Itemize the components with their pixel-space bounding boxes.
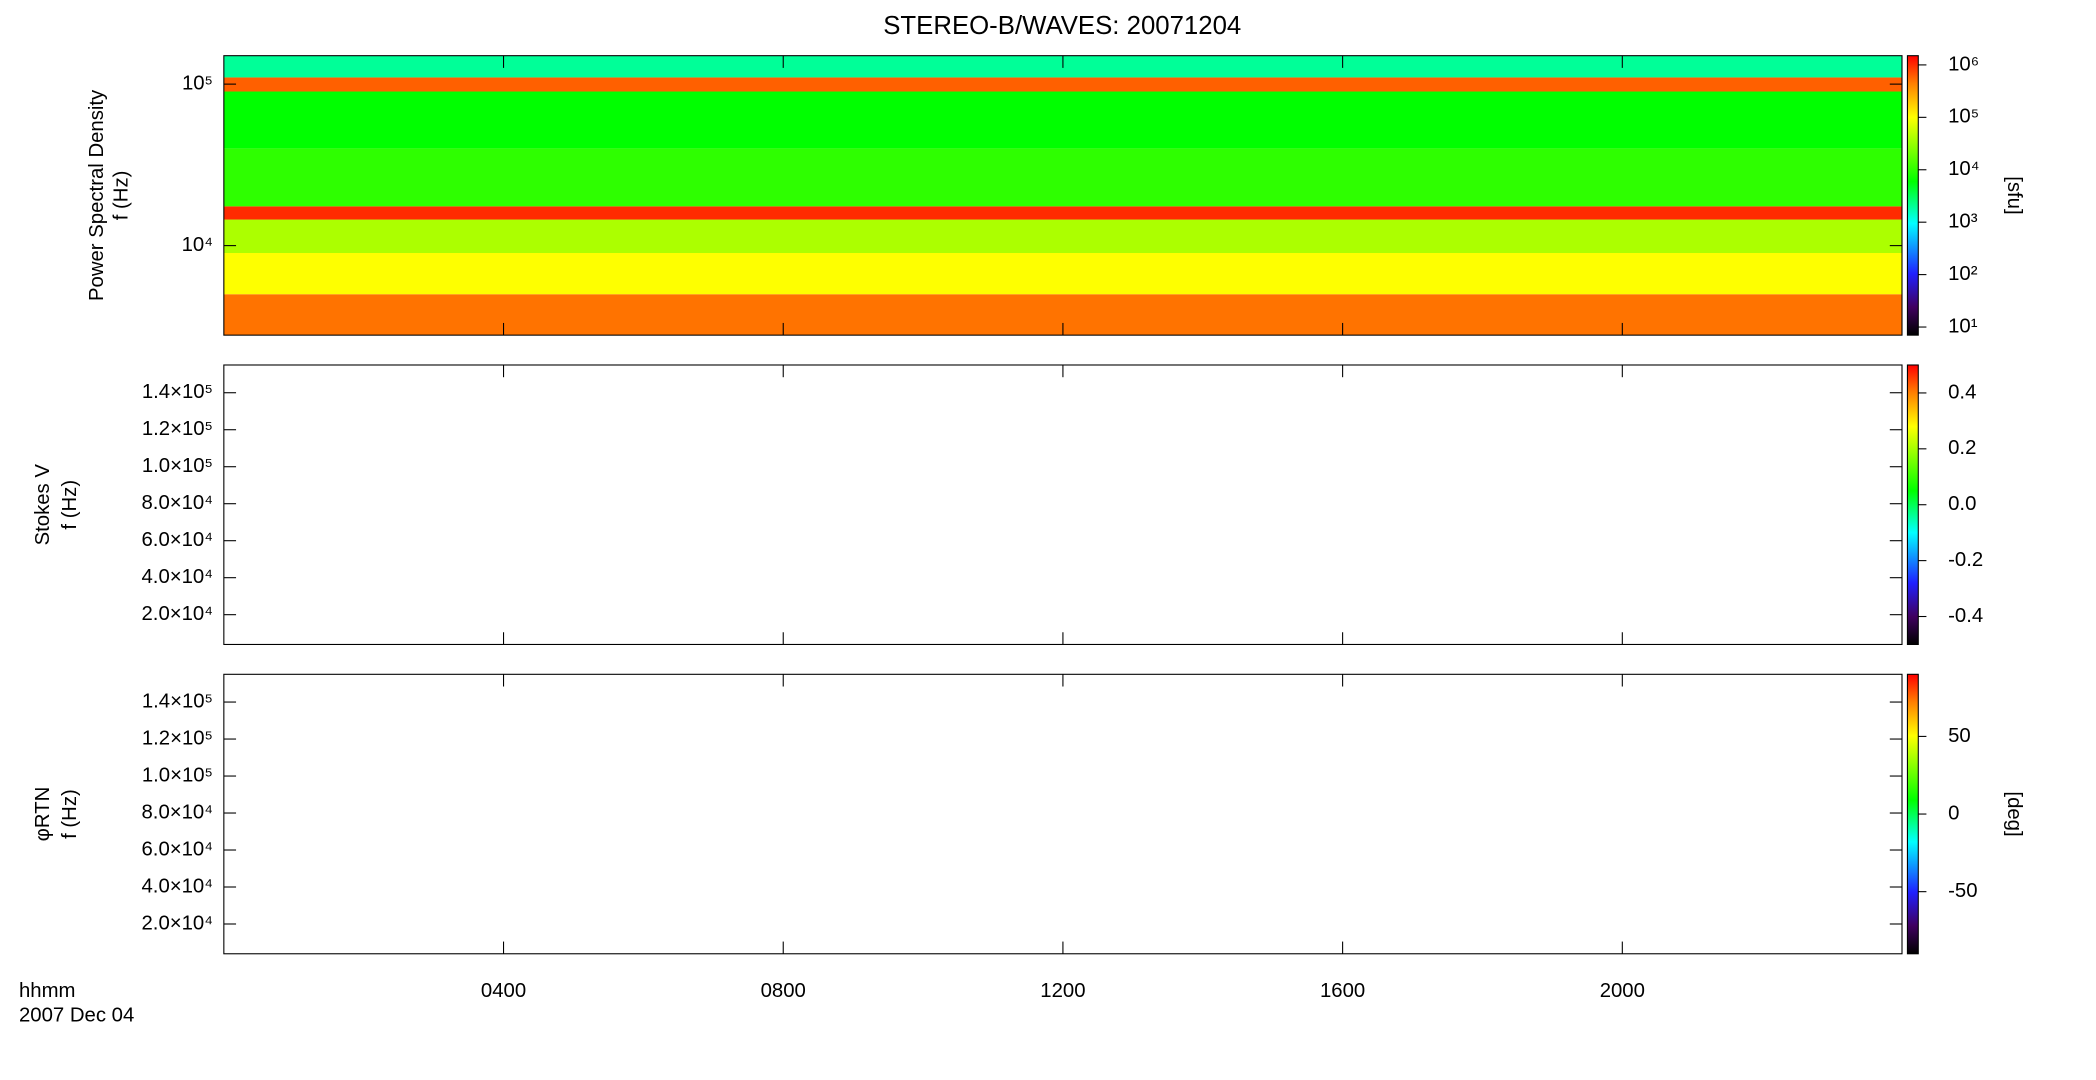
y-tick-label: 6.0×10⁴ bbox=[142, 838, 213, 860]
colorbar-tick-label: 10⁵ bbox=[1948, 106, 1979, 128]
heatmap-band bbox=[223, 77, 1903, 92]
colorbar bbox=[1907, 364, 1919, 645]
y-tick-label: 1.4×10⁵ bbox=[142, 381, 213, 403]
y-axis-label: φRTN bbox=[32, 787, 54, 842]
colorbar bbox=[1907, 674, 1919, 954]
colorbar-label: [deg] bbox=[2003, 791, 2025, 836]
heatmap-band bbox=[223, 253, 1903, 295]
colorbar bbox=[1907, 55, 1919, 336]
colorbar-tick-label: 10² bbox=[1948, 263, 1978, 285]
y-tick-label: 4.0×10⁴ bbox=[142, 875, 213, 897]
colorbar-tick-label: 0.0 bbox=[1948, 493, 1976, 515]
heatmap-band bbox=[223, 206, 1903, 220]
figure-title: STEREO-B/WAVES: 20071204 bbox=[883, 12, 1241, 40]
y-tick-label: 1.2×10⁵ bbox=[142, 727, 213, 749]
y-axis-label: f (Hz) bbox=[110, 171, 132, 221]
x-axis-label: hhmm bbox=[19, 980, 75, 1002]
y-axis-label: Stokes V bbox=[32, 464, 54, 546]
y-tick-label: 2.0×10⁴ bbox=[142, 912, 213, 934]
colorbar-frame bbox=[1906, 55, 1919, 336]
heatmap-band bbox=[223, 219, 1903, 254]
colorbar-tick-label: 10³ bbox=[1948, 211, 1978, 233]
x-tick-label: 0400 bbox=[481, 980, 526, 1002]
y-axis-label: f (Hz) bbox=[59, 480, 81, 530]
y-tick-label: 1.0×10⁵ bbox=[142, 764, 213, 786]
x-tick-label: 2000 bbox=[1600, 980, 1645, 1002]
colorbar-tick-label: 50 bbox=[1948, 725, 1971, 747]
y-tick-label: 8.0×10⁴ bbox=[142, 801, 213, 823]
heatmap-band bbox=[223, 148, 1903, 207]
colorbar-tick-label: 10¹ bbox=[1948, 315, 1978, 337]
colorbar-tick-label: -50 bbox=[1948, 880, 1977, 902]
x-tick-label: 1200 bbox=[1040, 980, 1085, 1002]
colorbar-tick-label: 0.2 bbox=[1948, 437, 1976, 459]
y-tick-label: 1.2×10⁵ bbox=[142, 418, 213, 440]
x-tick-label: 1600 bbox=[1320, 980, 1365, 1002]
y-tick-label: 2.0×10⁴ bbox=[142, 603, 213, 625]
colorbar-tick-label: -0.2 bbox=[1948, 549, 1983, 571]
colorbar-tick-label: 10⁶ bbox=[1948, 53, 1979, 75]
y-tick-label: 10⁴ bbox=[182, 234, 213, 256]
plot-frame bbox=[223, 364, 1903, 646]
y-tick-label: 6.0×10⁴ bbox=[142, 529, 213, 551]
plot-frame bbox=[223, 673, 1903, 955]
colorbar-tick-label: 0 bbox=[1948, 802, 1959, 824]
y-tick-label: 8.0×10⁴ bbox=[142, 492, 213, 514]
x-tick-label: 0800 bbox=[761, 980, 806, 1002]
heatmap-band bbox=[223, 91, 1903, 149]
x-axis-date: 2007 Dec 04 bbox=[19, 1005, 134, 1027]
colorbar-label: [sfu] bbox=[2003, 176, 2025, 214]
y-axis-label: f (Hz) bbox=[59, 789, 81, 839]
colorbar-tick-label: -0.4 bbox=[1948, 605, 1983, 627]
y-tick-label: 1.4×10⁵ bbox=[142, 690, 213, 712]
y-tick-label: 4.0×10⁴ bbox=[142, 566, 213, 588]
y-axis-label: Power Spectral Density bbox=[86, 89, 108, 301]
colorbar-tick-label: 0.4 bbox=[1948, 381, 1976, 403]
y-tick-label: 1.0×10⁵ bbox=[142, 455, 213, 477]
y-tick-label: 10⁵ bbox=[182, 72, 213, 94]
colorbar-tick-label: 10⁴ bbox=[1948, 158, 1979, 180]
